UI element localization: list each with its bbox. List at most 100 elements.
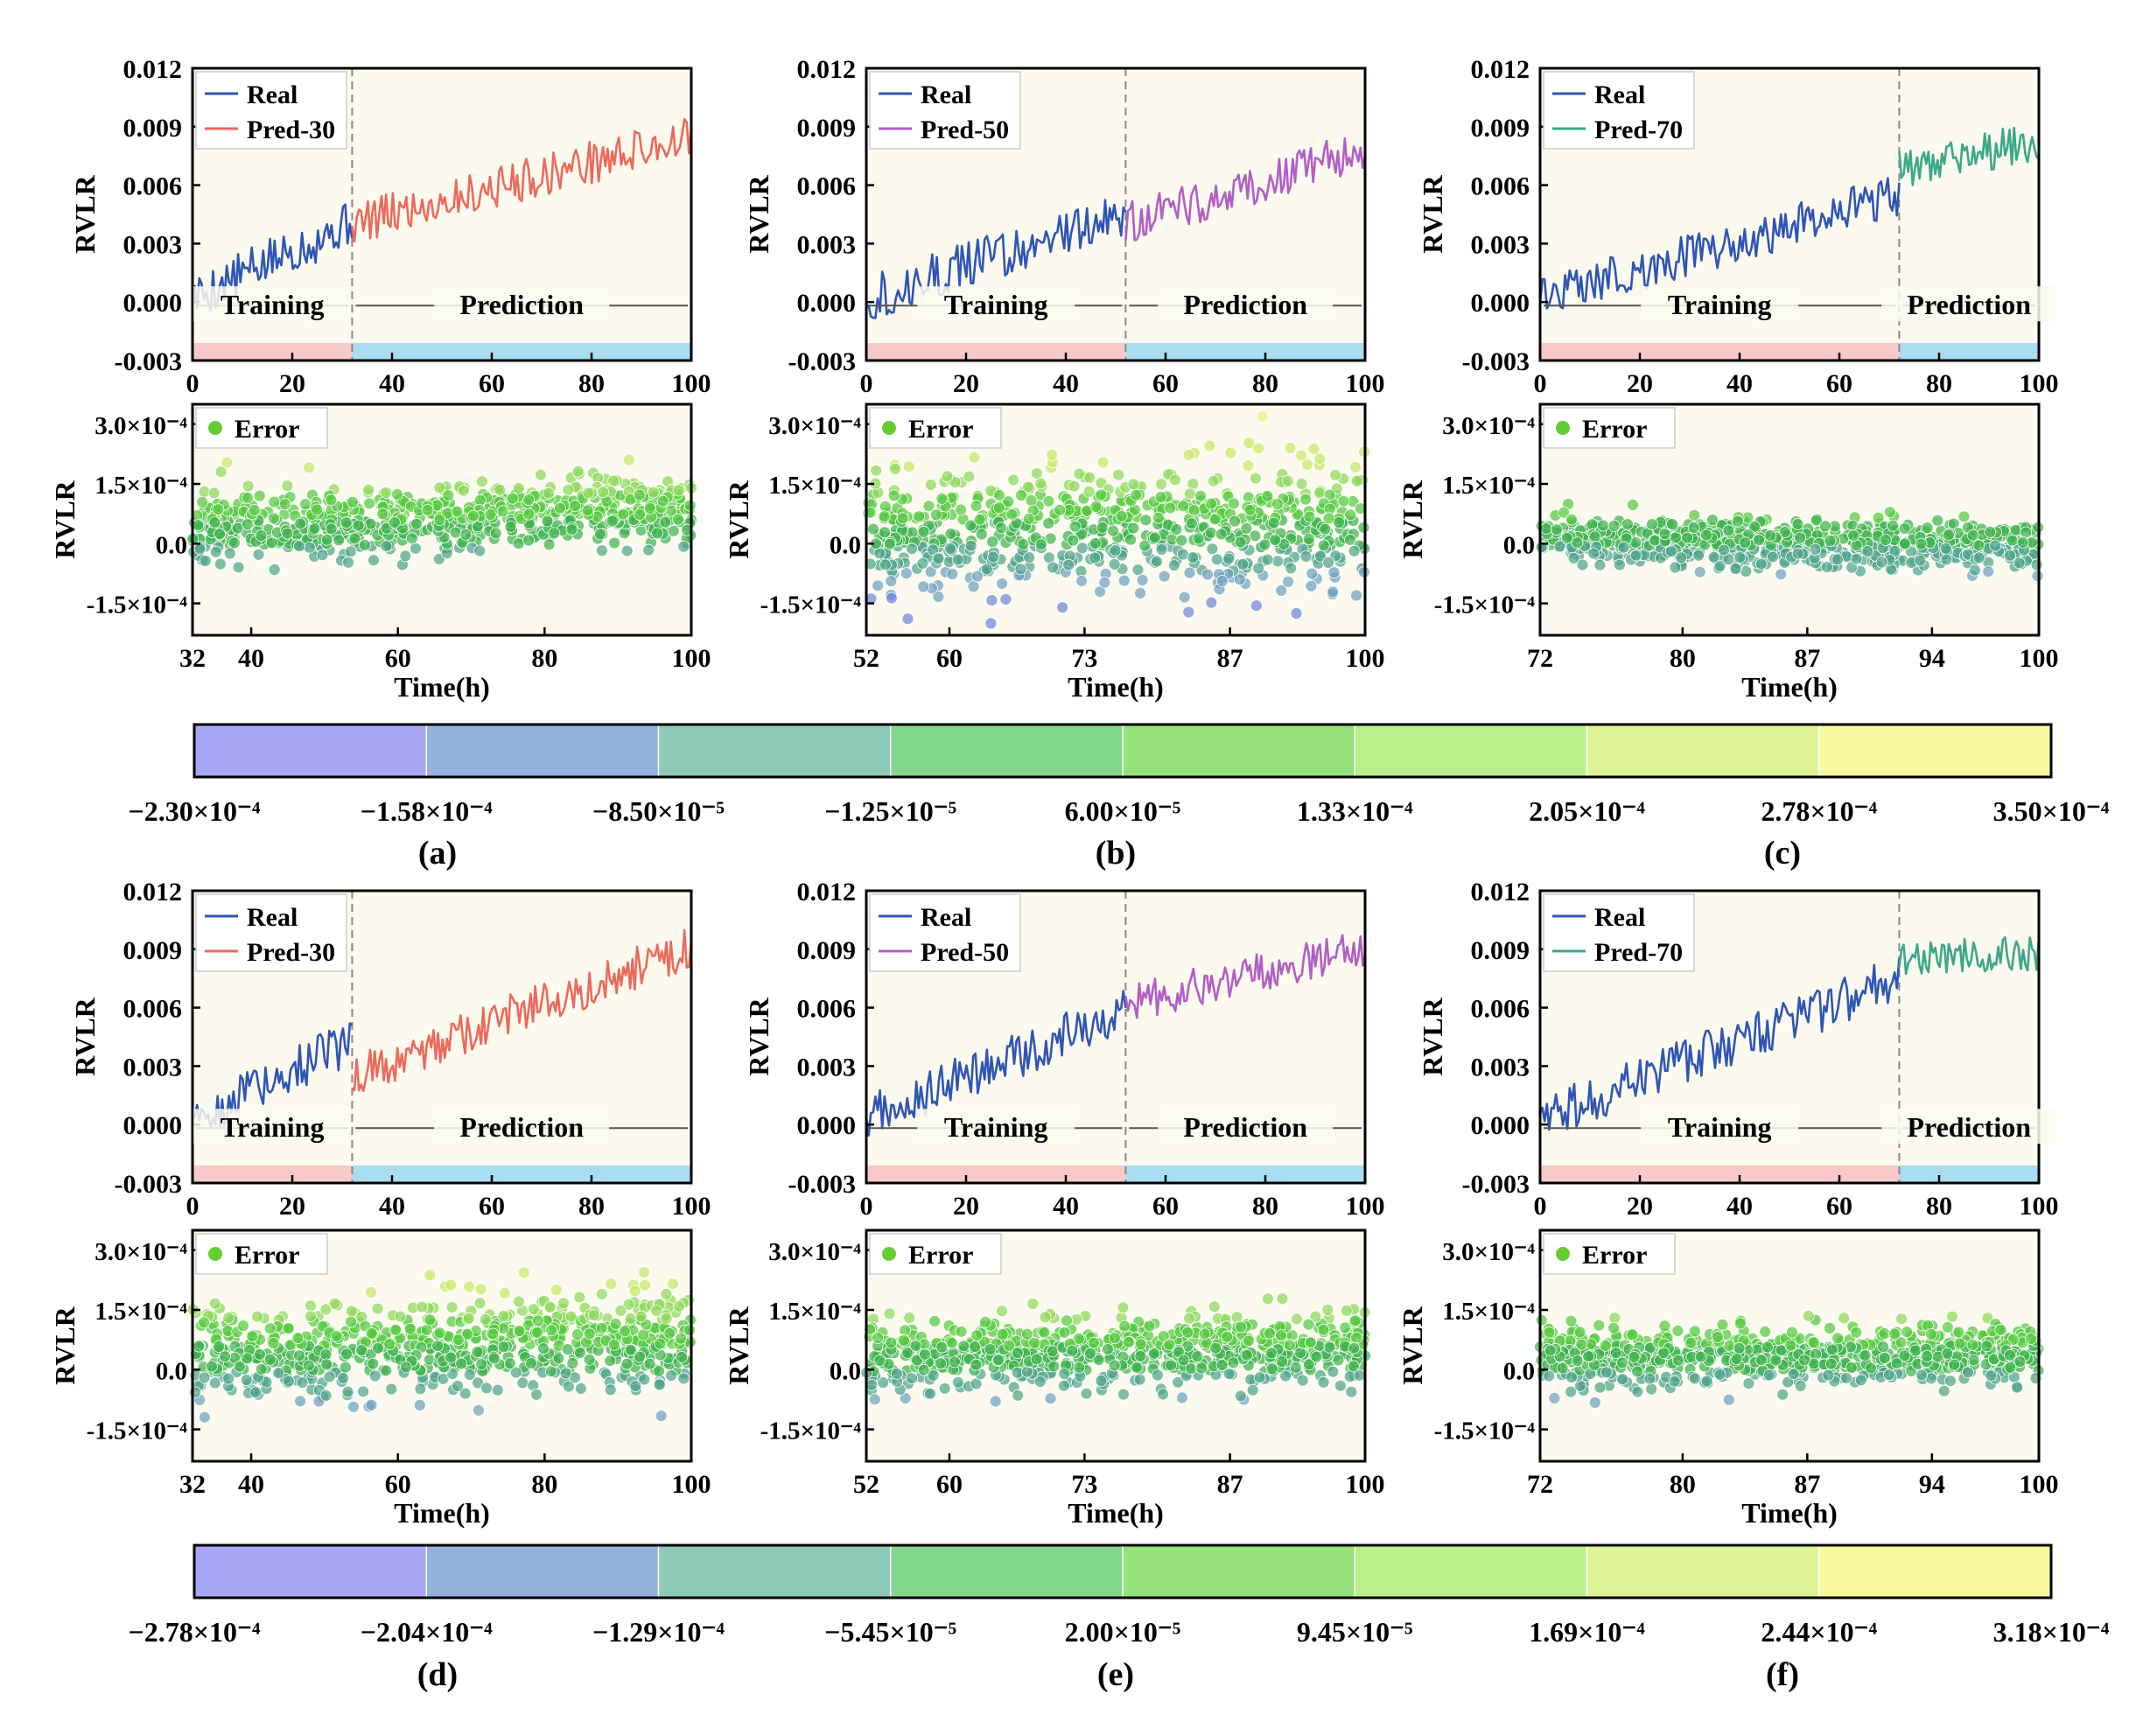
error-point — [1776, 1388, 1789, 1401]
error-point — [1310, 1350, 1323, 1363]
error-point — [1134, 1338, 1147, 1351]
error-point — [1204, 526, 1217, 539]
error-point — [1712, 1331, 1724, 1343]
x-tick-label: 40 — [379, 369, 405, 398]
error-point — [906, 542, 918, 556]
training-band — [1540, 342, 1900, 360]
panel-label-f: (f) — [1766, 1656, 1799, 1693]
error-point — [1243, 503, 1257, 516]
legend: Error — [869, 407, 1002, 449]
x-tick-label: 32 — [179, 1470, 206, 1499]
x-tick-label: 60 — [385, 1470, 411, 1499]
error-point — [2011, 1381, 2024, 1394]
error-point — [1067, 534, 1080, 547]
error-point — [644, 502, 656, 514]
error-point — [473, 544, 487, 557]
y-axis-label: RVLR — [1397, 480, 1428, 558]
error-point — [380, 1364, 393, 1377]
colorbar-tick-label: 1.69×10⁻⁴ — [1529, 1616, 1645, 1648]
error-point — [1344, 533, 1356, 546]
error-point — [1256, 410, 1269, 424]
error-point — [1571, 1354, 1584, 1368]
error-point — [595, 1288, 608, 1300]
error-point — [545, 1365, 557, 1378]
panel-label-e: (e) — [1097, 1656, 1134, 1693]
error-point — [358, 539, 371, 551]
error-point — [1877, 1340, 1889, 1353]
legend-box — [195, 893, 347, 972]
error-point — [504, 1357, 516, 1370]
error-point — [1303, 510, 1316, 523]
legend-pred-label: Pred-70 — [1594, 116, 1683, 144]
x-axis-label: Time(h) — [1068, 1497, 1164, 1529]
plot-frame — [865, 889, 1367, 1185]
error-point — [1614, 558, 1626, 571]
error-point — [1861, 545, 1874, 557]
error-point — [1551, 523, 1563, 536]
error-point — [1543, 1326, 1556, 1339]
error-point — [1030, 1353, 1043, 1366]
error-point — [319, 1303, 333, 1316]
y-tick-label: 0.000 — [797, 1111, 857, 1140]
error-point — [497, 1340, 510, 1354]
error-point — [1283, 1339, 1296, 1352]
error-point — [1732, 514, 1744, 528]
training-label: Training — [1668, 289, 1772, 320]
error-point — [1535, 1314, 1548, 1326]
error-point — [198, 1316, 210, 1329]
error-point — [527, 1303, 540, 1316]
error-point — [214, 557, 227, 570]
error-point — [371, 1302, 384, 1315]
error-point — [1658, 528, 1671, 541]
colorbar-segment — [1123, 724, 1355, 777]
error-point — [1761, 1340, 1774, 1354]
error-point — [1089, 500, 1103, 513]
error-point — [964, 519, 977, 532]
colorbar-tick-label: 3.50×10⁻⁴ — [1993, 795, 2110, 827]
error-point — [575, 1382, 587, 1395]
error-point — [562, 483, 575, 496]
error-point — [1616, 1356, 1628, 1369]
x-tick-label: 72 — [1527, 644, 1553, 673]
error-point — [1689, 1372, 1701, 1385]
error-point — [1068, 480, 1081, 493]
error-point — [1940, 553, 1953, 566]
y-tick-label: 3.0×10⁻⁴ — [768, 412, 861, 440]
x-tick-label: 94 — [1919, 644, 1945, 673]
error-point — [1700, 1375, 1713, 1388]
error-point — [1252, 442, 1265, 455]
legend-pred-label: Pred-50 — [921, 116, 1009, 144]
error-point — [1784, 1339, 1797, 1352]
training-label: Training — [221, 289, 325, 320]
error-point — [1075, 542, 1089, 555]
error-point — [1233, 573, 1246, 586]
error-point — [656, 494, 669, 508]
colorbar-tick-label: 1.33×10⁻⁴ — [1297, 795, 1413, 827]
error-point — [1073, 467, 1086, 480]
error-point — [304, 1310, 317, 1323]
colorbar-tick-label: 2.78×10⁻⁴ — [1761, 795, 1877, 827]
error-point — [512, 481, 525, 494]
x-tick-label: 40 — [238, 644, 264, 673]
error-point — [1921, 1350, 1934, 1362]
training-label: Training — [1668, 1111, 1772, 1143]
error-point — [1778, 526, 1791, 538]
error-point — [949, 1355, 961, 1368]
error-point — [1271, 498, 1284, 510]
error-point — [1068, 520, 1082, 533]
error-point — [294, 1395, 307, 1408]
error-point — [1322, 556, 1334, 569]
error-point — [1021, 1327, 1033, 1340]
error-point — [494, 483, 507, 496]
error-point — [1184, 487, 1196, 500]
error-point — [281, 480, 294, 493]
y-tick-label: 0.0 — [830, 1357, 861, 1385]
error-point — [620, 1357, 634, 1370]
colorbar-segment — [194, 724, 427, 777]
y-tick-label: -1.5×10⁻⁴ — [87, 1418, 188, 1446]
y-axis-label: RVLR — [49, 1306, 81, 1384]
error-point — [677, 1372, 690, 1385]
